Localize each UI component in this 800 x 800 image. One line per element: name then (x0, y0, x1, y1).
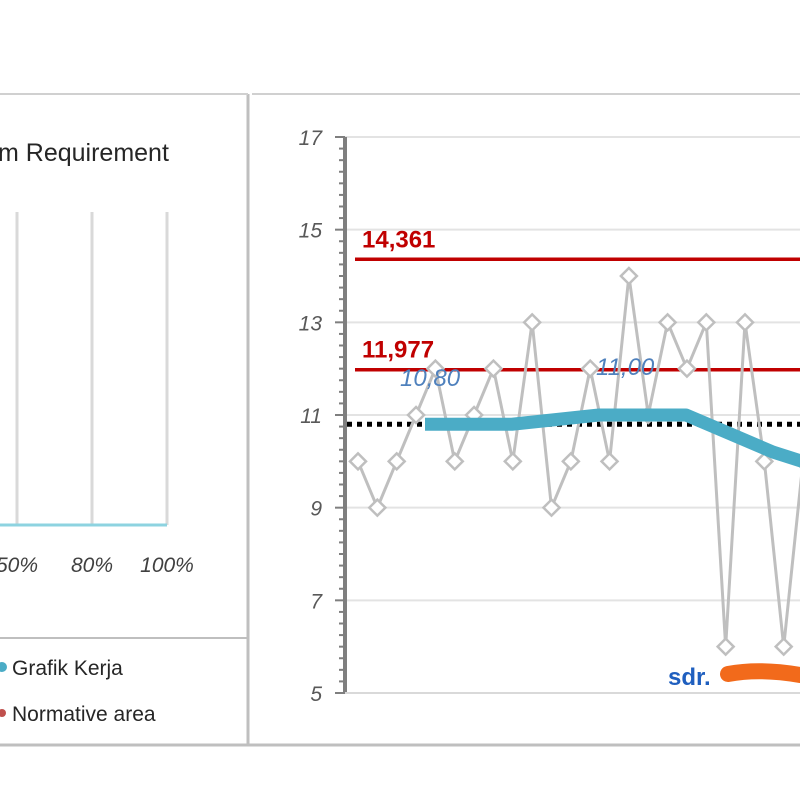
raw-data-point (406, 405, 426, 425)
raw-data-point (561, 451, 581, 472)
raw-data-point (657, 312, 678, 333)
raw-data-point (348, 451, 368, 472)
raw-data-point (696, 312, 717, 333)
raw-data-point (619, 266, 639, 286)
left-chart-title: m Requirement (0, 139, 169, 167)
annotation-0: 10,80 (400, 365, 461, 392)
left-x-tick-50: 50% (0, 554, 38, 577)
left-x-tick-80: 80% (71, 554, 113, 577)
redaction-mark (720, 663, 800, 683)
raw-data-point (367, 497, 388, 518)
annotation-1: 11,00 (596, 354, 655, 381)
y-tick-label-13: 13 (299, 312, 323, 335)
upper-limit-line-label: 14,361 (362, 226, 435, 253)
raw-data-point (677, 358, 697, 379)
raw-data-point (735, 312, 755, 333)
y-tick-label-17: 17 (299, 127, 324, 150)
lower-limit-line-label: 11,977 (362, 337, 434, 364)
raw-data-point (503, 451, 523, 472)
legend-label-grafik-kerja: Grafik Kerja (12, 657, 123, 680)
y-tick-label-5: 5 (310, 683, 322, 706)
raw-data-point (715, 636, 736, 657)
raw-data-point (580, 358, 600, 379)
y-tick-label-9: 9 (310, 498, 322, 521)
raw-data-point (754, 451, 775, 472)
average-line (425, 408, 800, 468)
raw-data-point (599, 451, 620, 472)
legend-swatch-grafik-kerja (0, 662, 7, 672)
raw-data-point (425, 358, 446, 379)
y-tick-label-11: 11 (300, 405, 322, 428)
legend-label-normative-area: Normative area (12, 703, 156, 726)
legend-swatch-normative-area (0, 709, 6, 717)
annotation-2: sdr. (668, 664, 711, 691)
raw-data-point (773, 636, 794, 657)
raw-data-point (483, 358, 504, 379)
y-tick-label-15: 15 (299, 220, 323, 243)
raw-data-point (522, 312, 542, 333)
y-tick-label-7: 7 (310, 590, 323, 613)
raw-data-point (386, 451, 407, 472)
raw-data-point (541, 497, 562, 518)
raw-data-point (444, 451, 465, 472)
left-x-tick-100: 100% (140, 554, 194, 577)
